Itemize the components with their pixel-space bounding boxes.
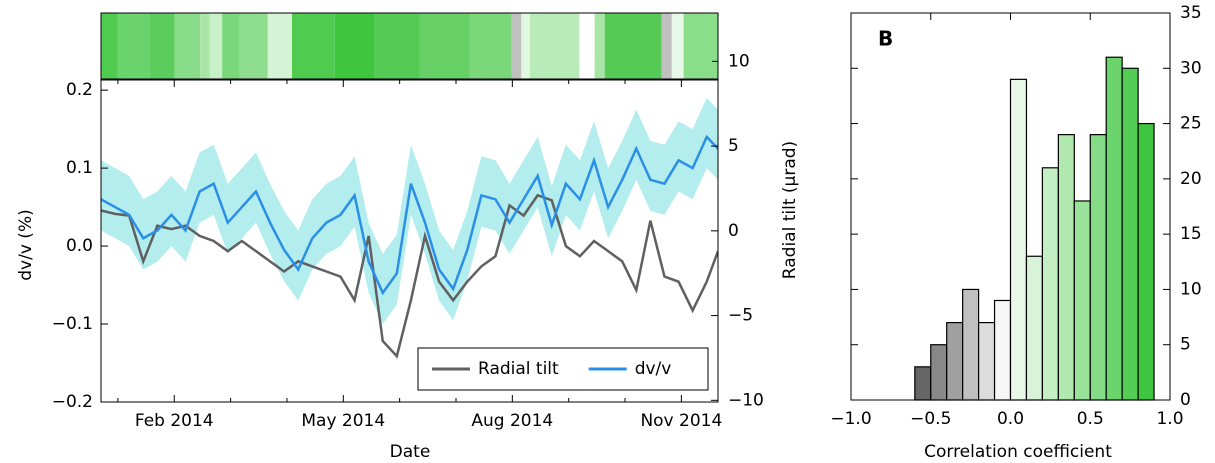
strip-segment	[469, 13, 512, 79]
strip-frame	[100, 12, 719, 80]
legend-label: dv/v	[635, 359, 672, 379]
y-tick-label: 5	[1180, 335, 1191, 355]
x-axis-label: Correlation coefficient	[924, 442, 1112, 462]
strip-segment	[222, 13, 240, 79]
x-tick-label: −1.0	[830, 409, 871, 429]
x-tick-label: Nov 2014	[640, 411, 722, 431]
strip-segment	[374, 13, 420, 79]
x-axis-label: Date	[390, 442, 431, 462]
y2-axis-label: Radial tilt (µrad)	[780, 141, 800, 279]
panel-label: B	[878, 27, 893, 51]
series-line	[101, 134, 718, 296]
bar	[1041, 167, 1059, 401]
strip-segment	[661, 13, 672, 79]
series-line	[101, 193, 718, 359]
strip-segment	[101, 13, 118, 79]
strip-segment	[529, 13, 580, 79]
strip-segment	[292, 13, 335, 79]
strip-segment	[671, 13, 684, 79]
legend-label: Radial tilt	[478, 359, 559, 379]
y-tick-label: 25	[1180, 114, 1202, 134]
bar	[962, 288, 980, 401]
plot-frame	[100, 79, 719, 403]
y2-tick-label: −5	[728, 306, 753, 326]
strip-segment	[209, 13, 223, 79]
y-axis-label: dv/v (%)	[16, 209, 36, 280]
band	[101, 97, 718, 325]
bar	[1089, 134, 1107, 401]
y-tick-label: 0.2	[66, 80, 93, 100]
x-tick-label: −0.5	[910, 409, 951, 429]
x-tick-label: 0.0	[997, 409, 1024, 429]
y-tick-label: 30	[1180, 58, 1202, 78]
bar	[1057, 134, 1075, 401]
bar	[1025, 255, 1043, 401]
y-tick-label: 10	[1180, 279, 1202, 299]
strip-segment	[579, 13, 595, 79]
y2-tick-label: 10	[728, 51, 750, 71]
y-tick-label: 0	[1180, 390, 1191, 410]
x-tick-label: May 2014	[301, 411, 385, 431]
y-tick-label: 0.0	[66, 236, 93, 256]
strip-segment	[683, 13, 718, 79]
bar	[1009, 78, 1028, 401]
x-tick-label: Aug 2014	[471, 411, 553, 431]
y-tick-label: −0.2	[52, 392, 93, 412]
bar	[930, 344, 948, 401]
strip-segment	[521, 13, 530, 79]
bar	[977, 322, 996, 401]
y2-tick-label: −10	[728, 390, 764, 410]
x-tick-label: Feb 2014	[135, 411, 214, 431]
x-tick-label: 1.0	[1156, 409, 1183, 429]
bar	[946, 322, 964, 401]
y-tick-label: 35	[1180, 3, 1202, 23]
strip-segment	[150, 13, 175, 79]
strip-segment	[174, 13, 201, 79]
bar	[914, 366, 932, 401]
y-tick-label: 15	[1180, 224, 1202, 244]
strip-segment	[200, 13, 210, 79]
bar	[1073, 200, 1091, 401]
strip-segment	[117, 13, 151, 79]
bar	[1121, 67, 1139, 401]
y2-tick-label: 0	[728, 221, 739, 241]
strip-segment	[594, 13, 605, 79]
y-tick-label: 20	[1180, 169, 1202, 189]
strip-segment	[511, 13, 522, 79]
x-tick-label: 0.5	[1077, 409, 1104, 429]
y-tick-label: 0.1	[66, 158, 93, 178]
strip-segment	[604, 13, 662, 79]
strip-segment	[267, 13, 293, 79]
strip-segment	[334, 13, 375, 79]
y2-tick-label: 5	[728, 136, 739, 156]
bar	[1105, 56, 1123, 401]
bar	[1137, 122, 1155, 401]
strip-segment	[419, 13, 470, 79]
y-tick-label: −0.1	[52, 314, 93, 334]
bar	[993, 299, 1012, 401]
strip-segment	[239, 13, 268, 79]
